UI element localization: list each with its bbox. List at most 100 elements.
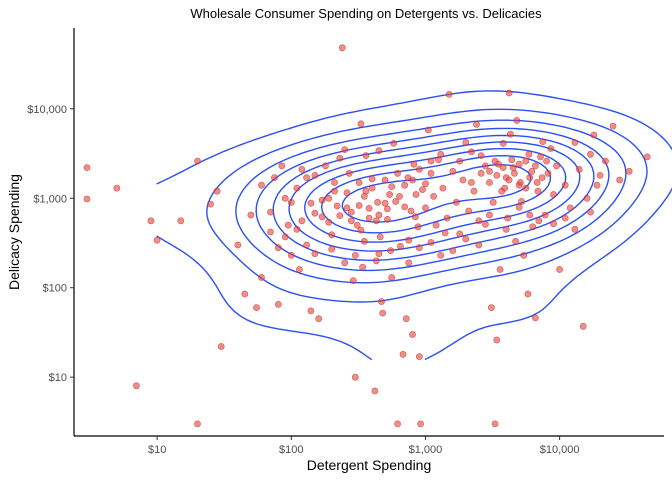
data-point bbox=[194, 420, 201, 428]
data-point bbox=[491, 157, 499, 165]
data-point bbox=[587, 150, 594, 158]
data-point bbox=[351, 251, 359, 259]
data-point bbox=[412, 191, 420, 198]
data-point bbox=[388, 274, 396, 281]
data-point bbox=[467, 179, 475, 186]
data-point bbox=[396, 192, 403, 200]
data-point bbox=[241, 290, 249, 298]
data-point bbox=[331, 179, 338, 186]
x-axis-ticks: $10 $100 $1,000 $10,000 bbox=[148, 436, 579, 456]
data-point bbox=[303, 241, 310, 249]
data-point bbox=[625, 167, 633, 175]
data-point bbox=[486, 211, 493, 219]
data-point bbox=[360, 237, 368, 245]
data-point bbox=[587, 208, 594, 216]
data-point bbox=[491, 420, 499, 428]
data-point bbox=[281, 194, 289, 202]
data-point bbox=[575, 165, 583, 173]
data-point bbox=[475, 241, 483, 249]
data-point bbox=[481, 220, 489, 228]
x-tick-label: $10 bbox=[148, 444, 166, 456]
data-point bbox=[515, 160, 523, 168]
data-point bbox=[511, 169, 518, 177]
data-point bbox=[404, 174, 412, 181]
data-point bbox=[287, 251, 295, 259]
data-point bbox=[399, 350, 407, 358]
data-point bbox=[328, 231, 336, 239]
contour-line bbox=[255, 127, 610, 272]
data-point bbox=[295, 266, 303, 273]
data-point bbox=[505, 89, 513, 97]
data-point bbox=[287, 198, 295, 206]
data-point bbox=[113, 184, 121, 192]
data-point bbox=[402, 315, 410, 323]
data-point bbox=[532, 314, 539, 322]
data-point bbox=[371, 387, 379, 395]
data-point bbox=[550, 220, 557, 228]
data-point bbox=[311, 209, 319, 217]
data-point bbox=[247, 211, 255, 219]
data-point bbox=[357, 120, 365, 128]
data-point bbox=[405, 259, 413, 267]
data-point bbox=[493, 336, 501, 344]
data-point bbox=[417, 420, 424, 428]
data-point bbox=[362, 152, 370, 159]
data-point bbox=[274, 300, 282, 308]
data-point bbox=[388, 183, 396, 190]
data-point bbox=[470, 187, 478, 195]
data-point bbox=[372, 217, 380, 225]
data-point bbox=[529, 223, 537, 231]
data-point bbox=[452, 198, 460, 206]
data-point bbox=[362, 187, 370, 195]
data-point bbox=[307, 199, 315, 207]
data-point bbox=[467, 148, 475, 156]
data-point bbox=[602, 157, 609, 165]
data-point bbox=[538, 174, 546, 181]
data-point bbox=[553, 162, 560, 170]
data-point bbox=[525, 150, 533, 158]
data-point bbox=[415, 353, 423, 360]
data-point bbox=[556, 266, 563, 273]
data-point bbox=[336, 154, 344, 162]
data-point bbox=[271, 174, 278, 181]
data-point bbox=[409, 331, 416, 338]
data-point bbox=[284, 221, 292, 229]
data-point bbox=[462, 139, 470, 146]
data-point bbox=[579, 322, 587, 330]
data-point bbox=[372, 257, 380, 265]
data-point bbox=[298, 217, 306, 225]
data-point bbox=[387, 247, 394, 254]
data-point bbox=[415, 165, 423, 173]
data-point bbox=[422, 180, 429, 188]
data-point bbox=[336, 212, 344, 219]
data-point bbox=[505, 176, 513, 184]
data-point bbox=[441, 229, 449, 237]
data-point bbox=[486, 167, 493, 175]
data-point bbox=[343, 204, 351, 212]
data-point bbox=[517, 179, 524, 186]
data-point bbox=[504, 214, 512, 222]
data-point bbox=[375, 250, 383, 258]
data-point bbox=[477, 169, 485, 177]
contour-line bbox=[156, 90, 672, 360]
data-point bbox=[258, 181, 265, 189]
contour-line bbox=[235, 119, 627, 284]
data-point bbox=[539, 138, 547, 145]
data-point bbox=[415, 244, 423, 252]
data-point bbox=[253, 304, 260, 311]
data-point bbox=[407, 207, 415, 215]
data-point bbox=[493, 171, 501, 179]
data-point bbox=[278, 162, 286, 170]
contour-line bbox=[272, 134, 595, 261]
data-point bbox=[456, 157, 464, 165]
data-point bbox=[432, 221, 440, 229]
data-point bbox=[427, 169, 435, 177]
data-point bbox=[213, 187, 221, 195]
data-point bbox=[318, 196, 326, 204]
data-point bbox=[445, 91, 453, 98]
data-point bbox=[311, 171, 319, 179]
data-point bbox=[593, 181, 601, 189]
data-point bbox=[506, 130, 514, 138]
data-point bbox=[311, 250, 319, 258]
data-point bbox=[561, 214, 569, 222]
